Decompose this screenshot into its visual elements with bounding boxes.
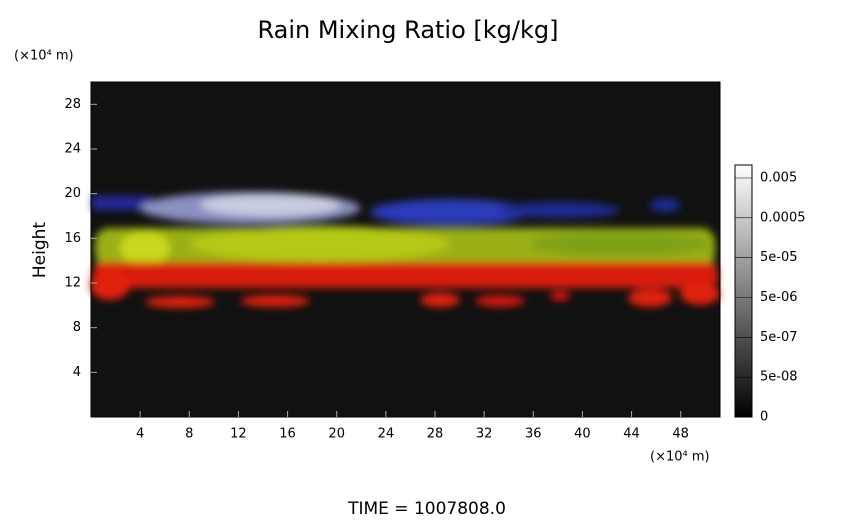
colorbar-tick-label: 0.0005 xyxy=(760,210,806,225)
colorbar-tick-label: 5e-07 xyxy=(760,330,798,345)
x-tick-label: 40 xyxy=(574,427,591,442)
x-tick-label: 24 xyxy=(378,427,395,442)
x-tick-label: 32 xyxy=(476,427,493,442)
y-tick-label: 12 xyxy=(64,276,81,291)
y-axis-label: Height xyxy=(30,222,50,279)
colorbar-tick-label: 5e-06 xyxy=(760,290,798,305)
colorbar-tick-label: 0 xyxy=(760,410,768,425)
rendered-field xyxy=(90,192,720,308)
time-label: TIME = 1007808.0 xyxy=(347,499,506,519)
x-unit: (×10⁴ m) xyxy=(650,450,710,465)
y-tick-label: 28 xyxy=(64,97,81,112)
colorbar-tick-label: 5e-08 xyxy=(760,370,798,385)
x-tick-label: 36 xyxy=(525,427,542,442)
y-tick-label: 8 xyxy=(73,320,81,335)
x-tick-label: 4 xyxy=(136,427,144,442)
colorbar xyxy=(734,164,753,418)
x-tick-label: 16 xyxy=(279,427,296,442)
y-tick-label: 16 xyxy=(64,231,81,246)
y-tick-label: 4 xyxy=(73,365,81,380)
x-tick-label: 28 xyxy=(427,427,444,442)
x-tick-label: 8 xyxy=(185,427,193,442)
x-tick-label: 20 xyxy=(328,427,345,442)
x-tick-label: 48 xyxy=(672,427,689,442)
chart-title: Rain Mixing Ratio [kg/kg] xyxy=(257,16,558,44)
plot-frame xyxy=(90,81,721,418)
x-tick-label: 12 xyxy=(230,427,247,442)
x-tick-label: 44 xyxy=(623,427,640,442)
colorbar-tick-label: 0.005 xyxy=(760,171,797,186)
y-tick-label: 24 xyxy=(64,142,81,157)
y-unit: (×10⁴ m) xyxy=(14,49,74,64)
y-tick-label: 20 xyxy=(64,186,81,201)
colorbar-tick-label: 5e-05 xyxy=(760,250,798,265)
